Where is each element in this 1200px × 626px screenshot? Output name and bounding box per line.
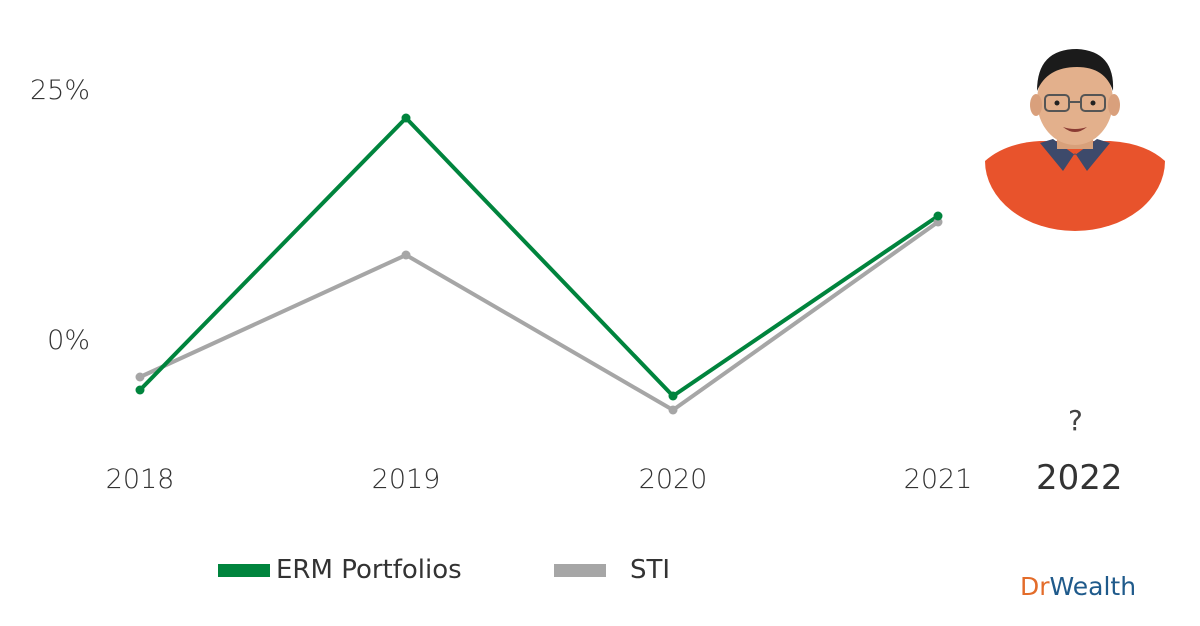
legend-swatch-sti (554, 563, 606, 577)
presenter-avatar (985, 49, 1165, 231)
data-point-erm (401, 113, 411, 123)
y-tick-label: 0% (47, 325, 90, 356)
legend-label-erm: ERM Portfolios (276, 555, 462, 585)
legend-label-sti: STI (630, 555, 671, 585)
year-2022-label: 2022 (1036, 458, 1123, 498)
data-point-sti (668, 405, 678, 415)
series-lines (138, 116, 940, 412)
brand-wealth: Wealth (1049, 572, 1137, 601)
data-point-erm (933, 211, 943, 221)
brand-dr: Dr (1020, 572, 1050, 601)
series-line-sti (139, 220, 940, 412)
legend-item-sti: STI (554, 552, 670, 588)
y-tick-label: 25% (30, 75, 90, 106)
x-tick-label: 2021 (904, 464, 973, 495)
data-point-sti (135, 372, 145, 382)
series-line-erm (138, 116, 940, 398)
legend: ERM Portfolios STI (0, 552, 1200, 592)
data-point-sti (401, 250, 411, 260)
brand-logo: DrWealth (1020, 572, 1136, 601)
legend-item-erm: ERM Portfolios (218, 552, 462, 588)
legend-swatch-erm (218, 563, 270, 577)
x-tick-label: 2018 (106, 464, 175, 495)
x-tick-label: 2020 (639, 464, 708, 495)
x-tick-label: 2019 (372, 464, 441, 495)
y-axis: 25% 0% (30, 75, 90, 356)
series-points (135, 113, 943, 415)
data-point-erm (668, 391, 678, 401)
unknown-marker: ? (1068, 404, 1083, 437)
x-axis: 2018 2019 2020 2021 (106, 464, 973, 495)
data-point-erm (135, 385, 145, 395)
